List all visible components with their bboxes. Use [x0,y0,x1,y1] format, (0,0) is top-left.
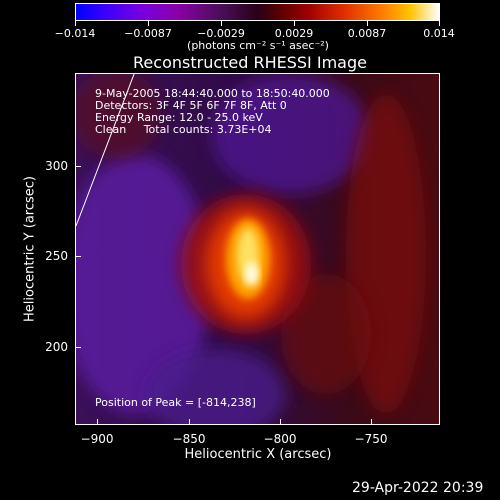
observation-time: 9-May-2005 18:44:40.000 to 18:50:40.000 [95,87,330,100]
y-tick [75,166,81,167]
colorbar-tick [75,21,76,26]
colorbar-tick-label: 0.014 [423,27,455,40]
render-timestamp: 29-Apr-2022 20:39 [352,480,484,496]
solar-image [76,74,439,424]
y-tick [75,256,81,257]
colorbar-tick [148,21,149,26]
x-tick [280,419,281,425]
colorbar-tick-label: −0.0029 [197,27,245,40]
colorbar [75,3,440,21]
colorbar-tick [439,21,440,26]
x-tick [371,419,372,425]
detectors-info: Detectors: 3F 4F 5F 6F 7F 8F, Att 0 [95,99,287,112]
colorbar-tick-label: −0.0087 [124,27,172,40]
colorbar-tick [367,21,368,26]
energy-range: Energy Range: 12.0 - 25.0 keV [95,111,263,124]
colorbar-tick-label: 0.0087 [347,27,387,40]
y-tick [75,347,81,348]
y-tick-label: 250 [45,249,68,263]
x-tick [189,419,190,425]
plot-title: Reconstructed RHESSI Image [133,53,367,72]
colorbar-tick [294,21,295,26]
colorbar-units: (photons cm⁻² s⁻¹ asec⁻²) [187,39,329,52]
x-tick-label: −900 [80,432,114,446]
x-axis-title: Heliocentric X (arcsec) [184,447,332,462]
colorbar-tick [221,21,222,26]
peak-position: Position of Peak = [-814,238] [95,396,256,409]
x-tick-label: −750 [354,432,388,446]
colorbar-tick-label: 0.0029 [274,27,314,40]
colorbar-tick-label: −0.014 [54,27,96,40]
clean-total-counts: Clean Total counts: 3.73E+04 [95,123,272,136]
y-axis-title: Heliocentric Y (arcsec) [22,176,38,322]
y-tick-label: 200 [45,340,68,354]
y-tick-label: 300 [45,159,68,173]
x-tick-label: −800 [263,432,297,446]
x-tick-label: −850 [172,432,206,446]
solar-image-plot [75,73,440,425]
x-tick [97,419,98,425]
